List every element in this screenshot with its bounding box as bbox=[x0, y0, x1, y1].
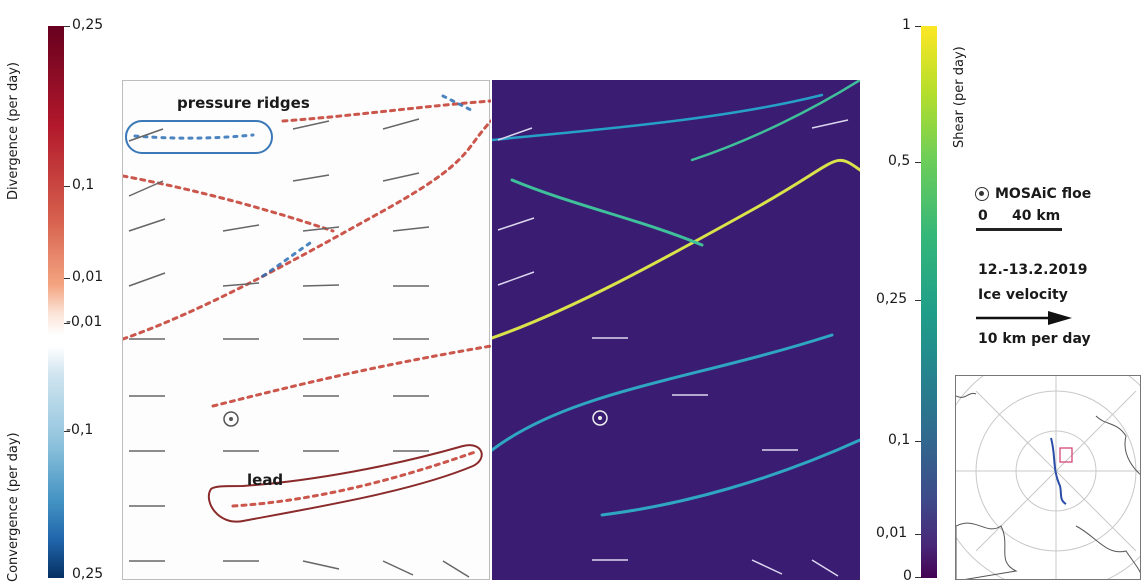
lead-outline bbox=[207, 444, 483, 523]
div-tick-label: 0,1 bbox=[72, 177, 95, 193]
velocity-arrow bbox=[497, 127, 533, 141]
mosaic-floe-marker-dot bbox=[229, 417, 233, 421]
mosaic-floe-marker-dot bbox=[598, 416, 602, 420]
coastline bbox=[1095, 415, 1140, 475]
velocity-arrow bbox=[128, 272, 166, 287]
shear-tick-label: 0 bbox=[903, 568, 912, 584]
velocity-arrow bbox=[382, 118, 420, 130]
divergence-axis-label: Divergence (per day) bbox=[6, 62, 21, 200]
velocity-arrow bbox=[497, 217, 535, 231]
pressure-ridges-annotation: pressure ridges bbox=[177, 94, 310, 112]
shear-crack bbox=[510, 178, 704, 247]
shear-tick-mark bbox=[915, 26, 921, 27]
velocity-arrow bbox=[128, 180, 164, 197]
velocity-arrow bbox=[128, 218, 166, 232]
div-tick-mark bbox=[64, 26, 70, 27]
velocity-arrow bbox=[302, 226, 340, 232]
divergence-crack bbox=[123, 174, 335, 233]
velocity-arrow bbox=[292, 120, 330, 130]
shear-map-panel bbox=[492, 80, 860, 580]
mosaic-floe-marker bbox=[223, 411, 239, 427]
coastline bbox=[1075, 525, 1140, 574]
scale-bar-zero: 0 bbox=[978, 208, 988, 224]
shear-tick-label: 0,1 bbox=[888, 432, 911, 448]
velocity-arrow bbox=[222, 282, 260, 287]
velocity-title: Ice velocity bbox=[978, 287, 1068, 303]
divergence-colorbar bbox=[48, 26, 64, 578]
study-area-box bbox=[1059, 447, 1073, 463]
velocity-arrow bbox=[392, 226, 430, 232]
shear-axis-label: Shear (per day) bbox=[952, 46, 967, 148]
div-tick-label: -0,01 bbox=[66, 314, 103, 330]
scale-bar-distance: 40 km bbox=[1012, 208, 1061, 224]
pressure-ridges-outline bbox=[125, 120, 273, 154]
velocity-scale-arrow-icon bbox=[976, 311, 1072, 325]
velocity-arrow bbox=[128, 128, 164, 142]
velocity-scale-label: 10 km per day bbox=[978, 331, 1091, 347]
shear-colorbar bbox=[921, 26, 937, 578]
date-label: 12.-13.2.2019 bbox=[978, 262, 1088, 278]
lead-annotation: lead bbox=[247, 471, 284, 489]
velocity-arrow bbox=[497, 271, 535, 286]
floe-legend-icon bbox=[975, 187, 989, 201]
shear-crack bbox=[600, 438, 860, 517]
divergence-crack bbox=[123, 119, 491, 341]
divergence-map-panel: pressure ridges lead bbox=[122, 80, 491, 580]
velocity-arrow bbox=[382, 172, 420, 182]
divergence-crack bbox=[211, 344, 491, 408]
velocity-arrow bbox=[811, 119, 849, 129]
coastline bbox=[956, 392, 977, 398]
convergence-crack bbox=[261, 239, 315, 278]
div-tick-label: -0,1 bbox=[66, 422, 94, 438]
velocity-arrow bbox=[442, 560, 470, 578]
shear-tick-label: 1 bbox=[902, 17, 911, 33]
velocity-arrow bbox=[292, 174, 330, 182]
mosaic-floe-marker bbox=[592, 410, 608, 426]
arctic-map-graphic bbox=[956, 376, 1140, 579]
convergence-crack bbox=[133, 133, 255, 140]
convergence-axis-label: Convergence (per day) bbox=[6, 432, 21, 582]
shear-crack bbox=[492, 93, 824, 142]
velocity-arrow bbox=[751, 559, 783, 575]
shear-tick-mark bbox=[915, 441, 921, 442]
velocity-arrow bbox=[302, 560, 340, 570]
velocity-arrow bbox=[382, 560, 414, 576]
shear-crack bbox=[492, 158, 860, 340]
div-tick-label: 0,01 bbox=[72, 269, 104, 285]
scale-bar bbox=[976, 228, 1062, 231]
convergence-crack bbox=[441, 94, 475, 113]
velocity-arrow bbox=[811, 559, 839, 577]
shear-crack bbox=[690, 80, 860, 162]
div-tick-mark bbox=[64, 186, 70, 187]
divergence-crack bbox=[281, 99, 491, 123]
shear-tick-mark bbox=[915, 534, 921, 535]
shear-tick-label: 0,01 bbox=[876, 525, 908, 541]
div-tick-mark bbox=[64, 431, 70, 432]
divergence-map-graphic bbox=[123, 94, 491, 578]
floe-legend-label: MOSAiC floe bbox=[995, 186, 1092, 202]
drift-track bbox=[1050, 437, 1067, 505]
coastline bbox=[956, 522, 1018, 579]
shear-map-graphic bbox=[492, 80, 860, 577]
shear-tick-mark bbox=[915, 162, 921, 163]
velocity-arrow bbox=[222, 224, 260, 232]
div-tick-label: 0,25 bbox=[72, 566, 104, 582]
shear-tick-mark bbox=[915, 577, 921, 578]
div-tick-mark bbox=[64, 278, 70, 279]
shear-tick-label: 0,5 bbox=[888, 153, 911, 169]
divergence-crack bbox=[231, 449, 480, 508]
shear-tick-label: 0,25 bbox=[876, 291, 908, 307]
shear-tick-mark bbox=[915, 300, 921, 301]
div-tick-label: 0,25 bbox=[72, 17, 104, 33]
velocity-arrow bbox=[302, 284, 340, 287]
div-tick-mark bbox=[64, 323, 70, 324]
shear-crack bbox=[492, 333, 834, 452]
inset-arctic-map bbox=[955, 375, 1141, 580]
